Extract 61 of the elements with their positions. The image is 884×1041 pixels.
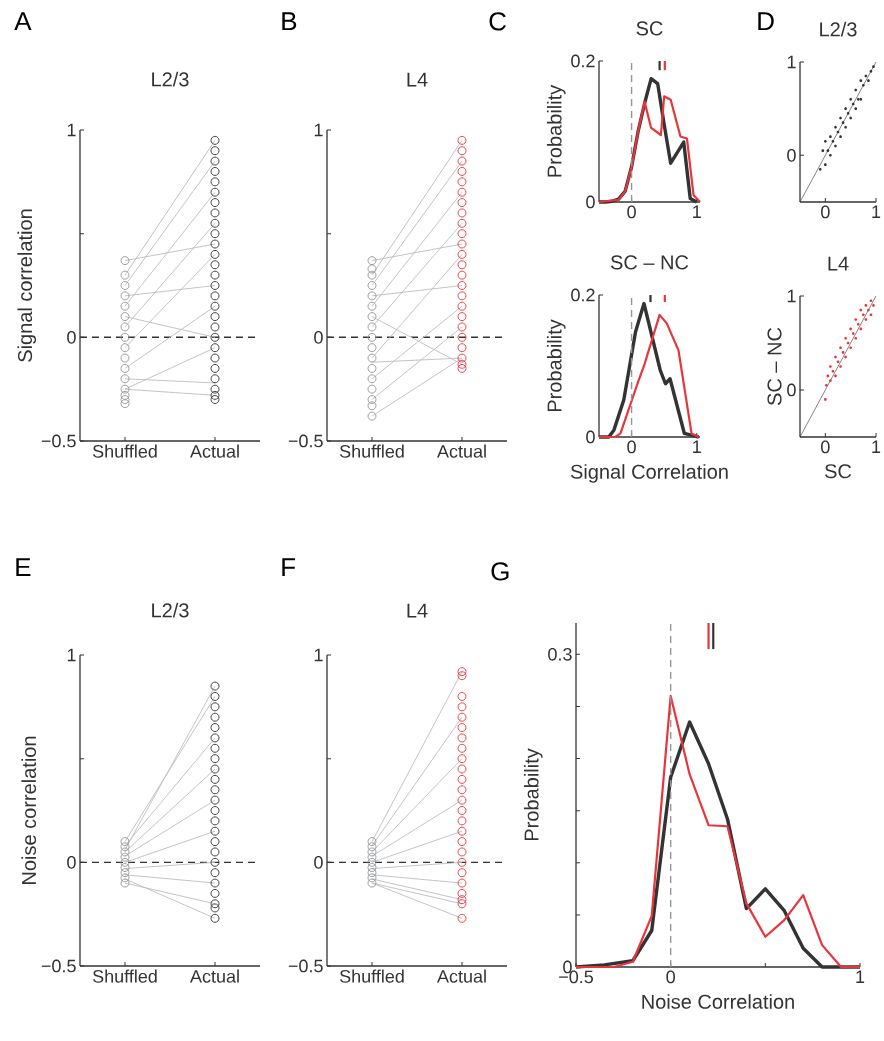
x-tick-label: 1 xyxy=(692,205,701,218)
x-tick-label: 1 xyxy=(872,440,880,453)
x-tick-label: Shuffled xyxy=(92,444,157,458)
y-tick-label: 1 xyxy=(67,123,76,137)
y-tick-label: 0 xyxy=(67,330,76,344)
chart-title: L4 xyxy=(828,256,849,271)
text: C xyxy=(489,12,506,31)
chart-title: L4 xyxy=(407,72,428,87)
text: B xyxy=(282,12,297,31)
text: D xyxy=(758,12,774,31)
y-tick-label: 1 xyxy=(314,123,323,137)
y-axis-title: Probability xyxy=(523,748,543,841)
x-tick-label: 0 xyxy=(820,205,830,219)
x-tick-label: 0 xyxy=(820,440,830,454)
x-tick-label: Actual xyxy=(436,444,486,458)
x-tick-label: 1 xyxy=(856,970,864,983)
text: F xyxy=(282,558,295,577)
chart-title: L2/3 xyxy=(820,21,857,37)
y-tick-label: 0.3 xyxy=(548,647,572,661)
y-tick-label: 0 xyxy=(314,855,323,869)
y-tick-label: 0.2 xyxy=(571,288,595,302)
y-tick-label: −0.5 xyxy=(41,959,76,973)
y-tick-label: 0 xyxy=(586,195,595,209)
y-tick-label: −0.5 xyxy=(288,959,323,973)
y-axis-title: SC – NC xyxy=(767,327,782,406)
chart-title: L2/3 xyxy=(152,602,189,618)
y-axis-title: Probability xyxy=(546,319,566,412)
y-axis-title: Probability xyxy=(546,84,566,177)
x-tick-label: Shuffled xyxy=(92,969,157,983)
x-tick-label: 1 xyxy=(872,205,880,218)
y-tick-label: 0 xyxy=(67,855,76,869)
x-tick-label: Shuffled xyxy=(339,969,404,983)
y-tick-label: 0 xyxy=(314,330,323,344)
chart-title: L4 xyxy=(407,603,428,618)
y-axis-title: Signal correlation xyxy=(17,209,36,362)
x-tick-label: 1 xyxy=(692,440,701,453)
x-tick-label: Shuffled xyxy=(339,444,404,458)
x-tick-label: 0 xyxy=(627,440,636,454)
x-axis-title: SC xyxy=(824,464,851,479)
y-tick-label: 1 xyxy=(787,55,796,69)
chart-title: SC – NC xyxy=(610,255,689,270)
y-tick-label: 1 xyxy=(314,648,323,662)
x-axis-title: Signal Correlation xyxy=(570,464,728,483)
x-tick-label: Actual xyxy=(189,969,239,983)
chart-title: SC xyxy=(636,21,663,36)
text: E xyxy=(16,558,31,577)
x-tick-label: Actual xyxy=(189,444,239,458)
text: A xyxy=(14,12,32,31)
x-axis-title: Noise Correlation xyxy=(642,994,794,1009)
x-tick-label: 0 xyxy=(666,970,675,984)
y-tick-label: 0 xyxy=(787,383,796,397)
y-tick-label: 1 xyxy=(67,648,76,662)
y-tick-label: 0.2 xyxy=(571,54,595,68)
y-tick-label: 0 xyxy=(586,430,595,444)
x-tick-label: 0 xyxy=(627,205,636,219)
y-tick-label: 1 xyxy=(787,289,796,303)
x-tick-label: Actual xyxy=(436,969,486,983)
chart-title: L2/3 xyxy=(152,71,189,87)
y-axis-title: Noise correlation xyxy=(21,736,36,884)
text: G xyxy=(491,562,509,581)
y-tick-label: 0 xyxy=(787,148,796,162)
